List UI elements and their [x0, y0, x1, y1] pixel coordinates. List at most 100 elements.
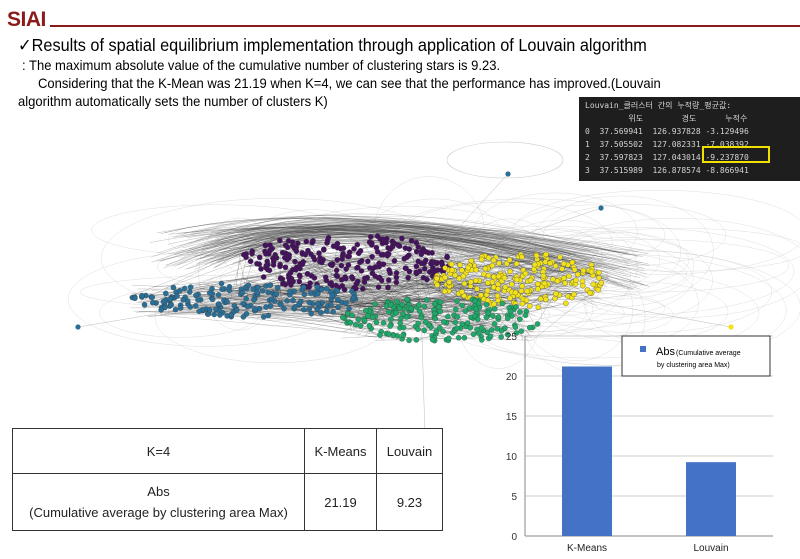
network-node: [339, 283, 346, 289]
network-node: [361, 317, 368, 324]
network-node: [496, 260, 502, 266]
network-node: [543, 296, 549, 303]
network-node: [335, 304, 341, 310]
network-node: [195, 297, 201, 303]
network-node: [262, 242, 269, 249]
network-node: [519, 254, 525, 260]
network-node: [418, 260, 425, 267]
network-node: [260, 314, 267, 320]
y-tick-label: 25: [506, 332, 518, 343]
network-node: [297, 265, 303, 272]
network-node: [509, 281, 515, 288]
network-node: [454, 298, 460, 304]
network-node: [418, 315, 425, 321]
network-node: [267, 282, 274, 288]
network-node: [598, 280, 604, 286]
network-node: [507, 268, 513, 275]
network-node: [386, 331, 392, 337]
network-node: [349, 275, 356, 282]
network-node: [167, 296, 174, 302]
network-node: [247, 258, 254, 265]
network-node: [513, 304, 519, 310]
network-node: [579, 278, 586, 285]
network-node: [347, 319, 354, 326]
network-node: [422, 248, 429, 255]
network-node: [513, 260, 520, 267]
network-node: [478, 292, 484, 298]
network-node: [571, 266, 578, 273]
network-node: [459, 321, 466, 327]
network-node: [588, 268, 595, 275]
network-node: [446, 279, 453, 285]
network-node: [489, 262, 496, 269]
network-node: [301, 306, 307, 313]
body-line-3: algorithm automatically sets the number …: [18, 93, 328, 109]
network-node: [354, 241, 361, 248]
network-node: [367, 234, 374, 240]
row-label-desc: (Cumulative average by clustering area M…: [29, 505, 288, 520]
network-node: [523, 297, 530, 304]
network-node: [306, 299, 313, 306]
table-header-k: K=4: [12, 428, 305, 474]
network-node: [590, 281, 597, 288]
network-node: [259, 287, 266, 294]
network-node: [342, 275, 349, 282]
network-node: [474, 326, 480, 333]
network-node: [491, 321, 498, 327]
network-node: [316, 250, 322, 256]
network-node: [315, 291, 321, 297]
network-node: [406, 268, 413, 275]
network-node: [369, 253, 375, 260]
network-node: [442, 274, 448, 281]
x-tick-label: K-Means: [567, 543, 607, 554]
network-node: [362, 275, 368, 281]
network-node: [280, 281, 286, 287]
network-node: [282, 254, 288, 261]
network-node: [459, 289, 465, 295]
network-node: [338, 262, 345, 269]
network-node: [560, 260, 567, 267]
network-node: [211, 311, 218, 318]
network-node: [380, 261, 387, 267]
network-node: [387, 323, 393, 329]
network-node: [468, 279, 474, 285]
network-node: [541, 280, 548, 287]
network-node: [343, 300, 349, 306]
network-node: [402, 245, 409, 251]
y-tick-label: 5: [511, 492, 517, 503]
network-node: [149, 294, 156, 300]
network-node: [461, 280, 468, 287]
network-node: [243, 311, 250, 317]
network-node: [170, 284, 177, 291]
network-node: [245, 282, 252, 288]
table-row-label: Abs (Cumulative average by clustering are…: [12, 473, 305, 531]
network-node: [481, 271, 487, 278]
network-node: [406, 337, 412, 344]
network-node: [355, 316, 362, 323]
network-node: [482, 265, 489, 272]
table-header-louvain: Louvain: [376, 428, 443, 474]
network-node: [513, 330, 520, 336]
network-node: [484, 280, 491, 286]
network-node: [499, 300, 506, 307]
network-node: [413, 269, 419, 276]
network-node: [298, 298, 304, 305]
network-node: [249, 248, 255, 254]
network-node: [224, 298, 230, 305]
network-node: [307, 280, 313, 286]
network-node: [506, 257, 513, 263]
network-node: [327, 280, 333, 287]
network-node: [552, 263, 559, 269]
network-node: [318, 309, 324, 316]
network-node: [353, 322, 359, 328]
network-node: [386, 277, 392, 283]
network-node: [444, 253, 450, 260]
network-node: [239, 290, 246, 296]
network-node: [389, 238, 396, 245]
network-node: [533, 252, 540, 259]
network-node: [254, 289, 260, 296]
network-node: [393, 274, 400, 281]
network-node: [428, 260, 434, 267]
network-node: [452, 319, 459, 326]
network-node: [376, 263, 382, 270]
